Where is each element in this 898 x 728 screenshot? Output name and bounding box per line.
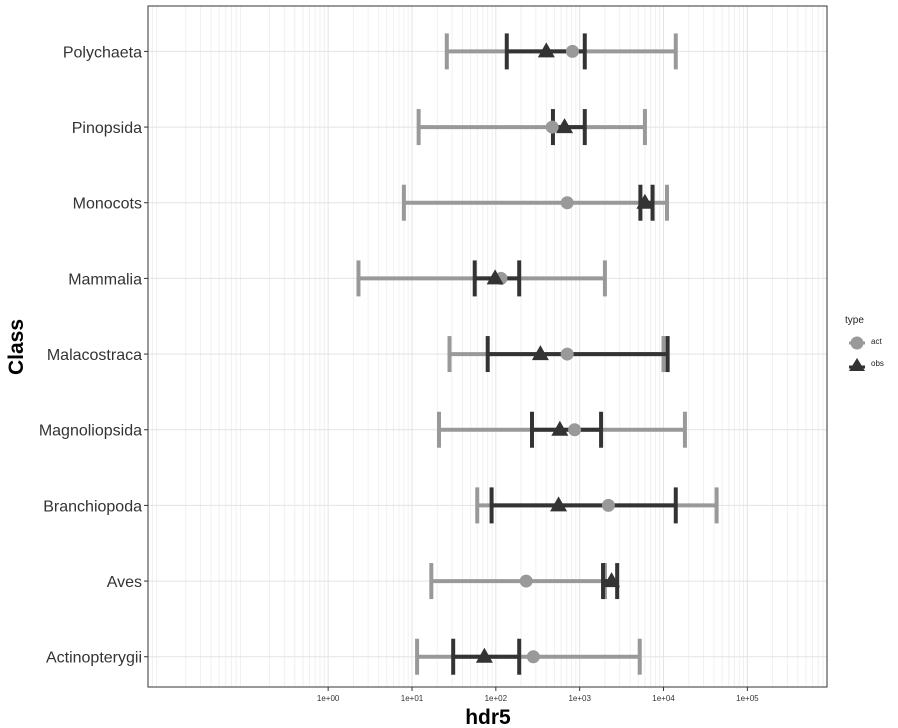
points-obs bbox=[475, 42, 654, 663]
legend-triangle-icon bbox=[849, 358, 865, 371]
point-act bbox=[560, 347, 574, 361]
x-tick-label: 1e+05 bbox=[736, 694, 759, 703]
point-obs bbox=[551, 420, 569, 436]
point-obs bbox=[636, 193, 654, 209]
point-obs bbox=[475, 647, 493, 663]
y-tick-label: Polychaeta bbox=[63, 44, 142, 61]
point-obs bbox=[531, 345, 549, 361]
y-tick-label: Magnoliopsida bbox=[39, 423, 142, 440]
y-axis: Polychaeta Pinopsida Monocots Mammalia Malac… bbox=[39, 44, 148, 667]
x-tick-label: 1e+03 bbox=[568, 694, 591, 703]
point-act bbox=[565, 44, 579, 58]
y-tick-label: Branchiopoda bbox=[43, 498, 142, 515]
y-tick-label: Mammalia bbox=[68, 271, 142, 288]
legend-circle-icon bbox=[849, 336, 865, 350]
point-act bbox=[560, 196, 574, 210]
point-obs bbox=[556, 118, 574, 134]
y-tick-label: Aves bbox=[107, 574, 142, 591]
legend-label-obs: obs bbox=[871, 359, 884, 368]
point-act bbox=[601, 498, 615, 512]
point-act bbox=[519, 574, 533, 588]
point-obs bbox=[486, 269, 504, 285]
plot-border bbox=[147, 5, 828, 688]
point-act bbox=[568, 423, 582, 437]
point-act bbox=[526, 650, 540, 664]
point-obs bbox=[550, 496, 568, 512]
y-tick-label: Monocots bbox=[73, 196, 142, 213]
legend-item-obs: obs bbox=[843, 355, 898, 375]
x-tick-label: 1e+04 bbox=[652, 694, 675, 703]
x-axis: 1e+00 1e+01 1e+02 1e+03 1e+04 1e+05 bbox=[317, 687, 759, 703]
legend-title: type bbox=[845, 315, 864, 326]
legend-item-act: act bbox=[843, 333, 898, 353]
x-axis-label: hdr5 bbox=[465, 706, 511, 728]
x-tick-label: 1e+02 bbox=[485, 694, 508, 703]
y-axis-label: Class bbox=[5, 319, 28, 375]
legend-label-act: act bbox=[871, 337, 882, 346]
series bbox=[356, 33, 719, 675]
y-tick-label: Malacostraca bbox=[47, 347, 142, 364]
y-tick-label: Actinopterygii bbox=[46, 650, 142, 667]
x-tick-label: 1e+01 bbox=[401, 694, 424, 703]
x-tick-label: 1e+00 bbox=[317, 694, 340, 703]
point-obs bbox=[537, 42, 555, 58]
point-act bbox=[545, 120, 559, 134]
legend: type act obs bbox=[843, 313, 898, 383]
y-tick-label: Pinopsida bbox=[72, 120, 142, 137]
point-obs bbox=[603, 572, 621, 588]
